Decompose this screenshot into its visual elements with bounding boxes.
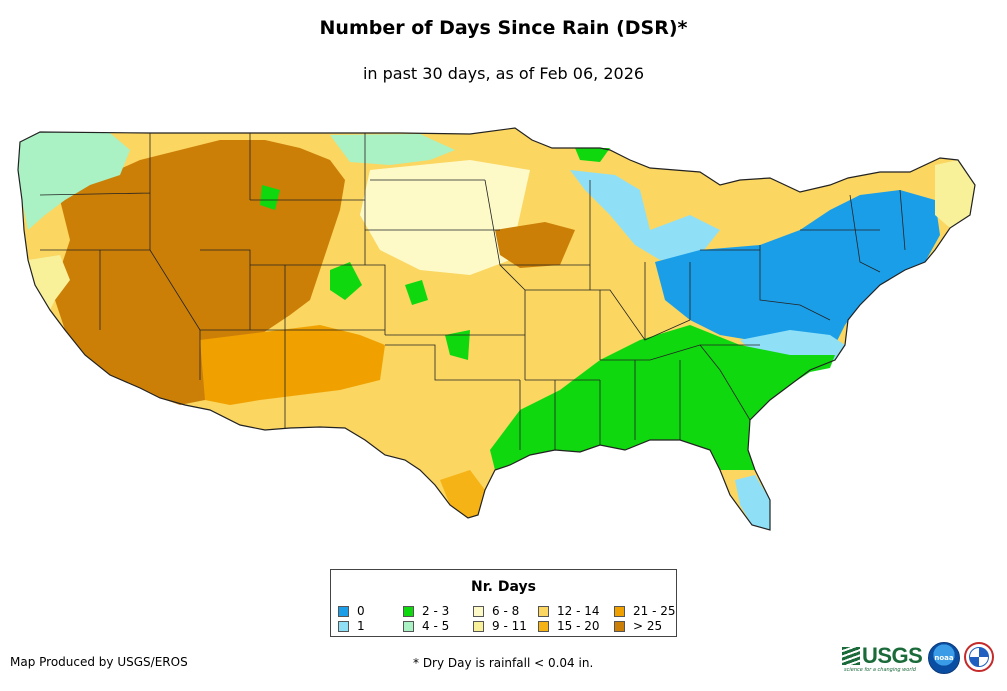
region-southwest	[200, 325, 385, 405]
legend-swatch	[538, 605, 549, 617]
legend-swatch	[614, 605, 625, 617]
legend-swatch	[338, 605, 349, 617]
legend-label: 15 - 20	[557, 619, 600, 633]
legend-swatch	[538, 620, 549, 632]
legend-swatch	[614, 620, 625, 632]
map-subtitle: in past 30 days, as of Feb 06, 2026	[362, 64, 645, 83]
noaa-logo-text: noaa	[934, 654, 954, 662]
legend-label: 1	[357, 619, 365, 633]
region-east-zero	[655, 190, 940, 345]
nws-logo	[964, 642, 994, 672]
region-north-4-5	[330, 134, 455, 165]
state-lines-east	[700, 189, 906, 321]
legend-swatch	[403, 620, 414, 632]
region-maine	[935, 160, 975, 228]
region-california-coast	[28, 255, 70, 310]
agency-logos: USGS science for a changing world noaa	[842, 640, 1002, 680]
legend-label: 21 - 25	[633, 604, 676, 618]
region-great-lakes-green	[575, 148, 610, 162]
region-northwest-wet	[18, 132, 130, 230]
legend-swatch	[473, 620, 484, 632]
region-rockies-green-d	[260, 185, 280, 210]
region-wisconsin-michigan	[570, 170, 720, 260]
us-outline	[17, 127, 976, 531]
usgs-waves-icon	[842, 647, 860, 665]
legend-item: > 25	[614, 619, 662, 633]
nws-emblem-icon	[969, 647, 989, 667]
legend-label: 9 - 11	[492, 619, 527, 633]
region-rockies-green-a	[330, 262, 362, 300]
legend-item: 21 - 25	[614, 604, 676, 618]
legend-item: 0	[338, 604, 365, 618]
region-rockies-green-b	[405, 280, 428, 305]
legend-item: 1	[338, 619, 365, 633]
region-upper-mw-dry	[495, 222, 575, 268]
noaa-logo: noaa	[928, 642, 960, 674]
credit-text: Map Produced by USGS/EROS	[10, 655, 188, 669]
map-title: Number of Days Since Rain (DSR)*	[319, 17, 688, 39]
legend-label: 12 - 14	[557, 604, 600, 618]
region-florida	[735, 475, 770, 530]
legend-item: 2 - 3	[403, 604, 449, 618]
us-dsr-map	[17, 127, 976, 531]
map-fill-regions	[18, 128, 975, 530]
legend-swatch	[403, 605, 414, 617]
legend-swatch	[338, 620, 349, 632]
region-dakotas	[360, 160, 530, 275]
state-boundaries	[17, 127, 976, 531]
usgs-tagline: science for a changing world	[844, 667, 916, 673]
legend-label: 2 - 3	[422, 604, 450, 618]
region-texas-coast	[440, 470, 485, 518]
legend-item: 15 - 20	[538, 619, 600, 633]
state-lines-plains	[364, 179, 590, 381]
legend-label: 0	[357, 604, 365, 618]
usgs-logo: USGS	[842, 643, 923, 669]
state-lines-south	[519, 344, 751, 450]
legend-item: 12 - 14	[538, 604, 600, 618]
legend-item: 9 - 11	[473, 619, 527, 633]
legend-title: Nr. Days	[471, 579, 536, 595]
legend-item: 6 - 8	[473, 604, 519, 618]
state-lines-midwest	[525, 180, 760, 381]
legend-swatch	[473, 605, 484, 617]
legend-label: 4 - 5	[422, 619, 450, 633]
legend-label: > 25	[633, 619, 663, 633]
legend-label: 6 - 8	[492, 604, 520, 618]
legend-item: 4 - 5	[403, 619, 449, 633]
region-rockies-green-c	[445, 330, 470, 360]
usgs-logo-text: USGS	[862, 643, 923, 668]
footnote: * Dry Day is rainfall < 0.04 in.	[413, 656, 594, 670]
